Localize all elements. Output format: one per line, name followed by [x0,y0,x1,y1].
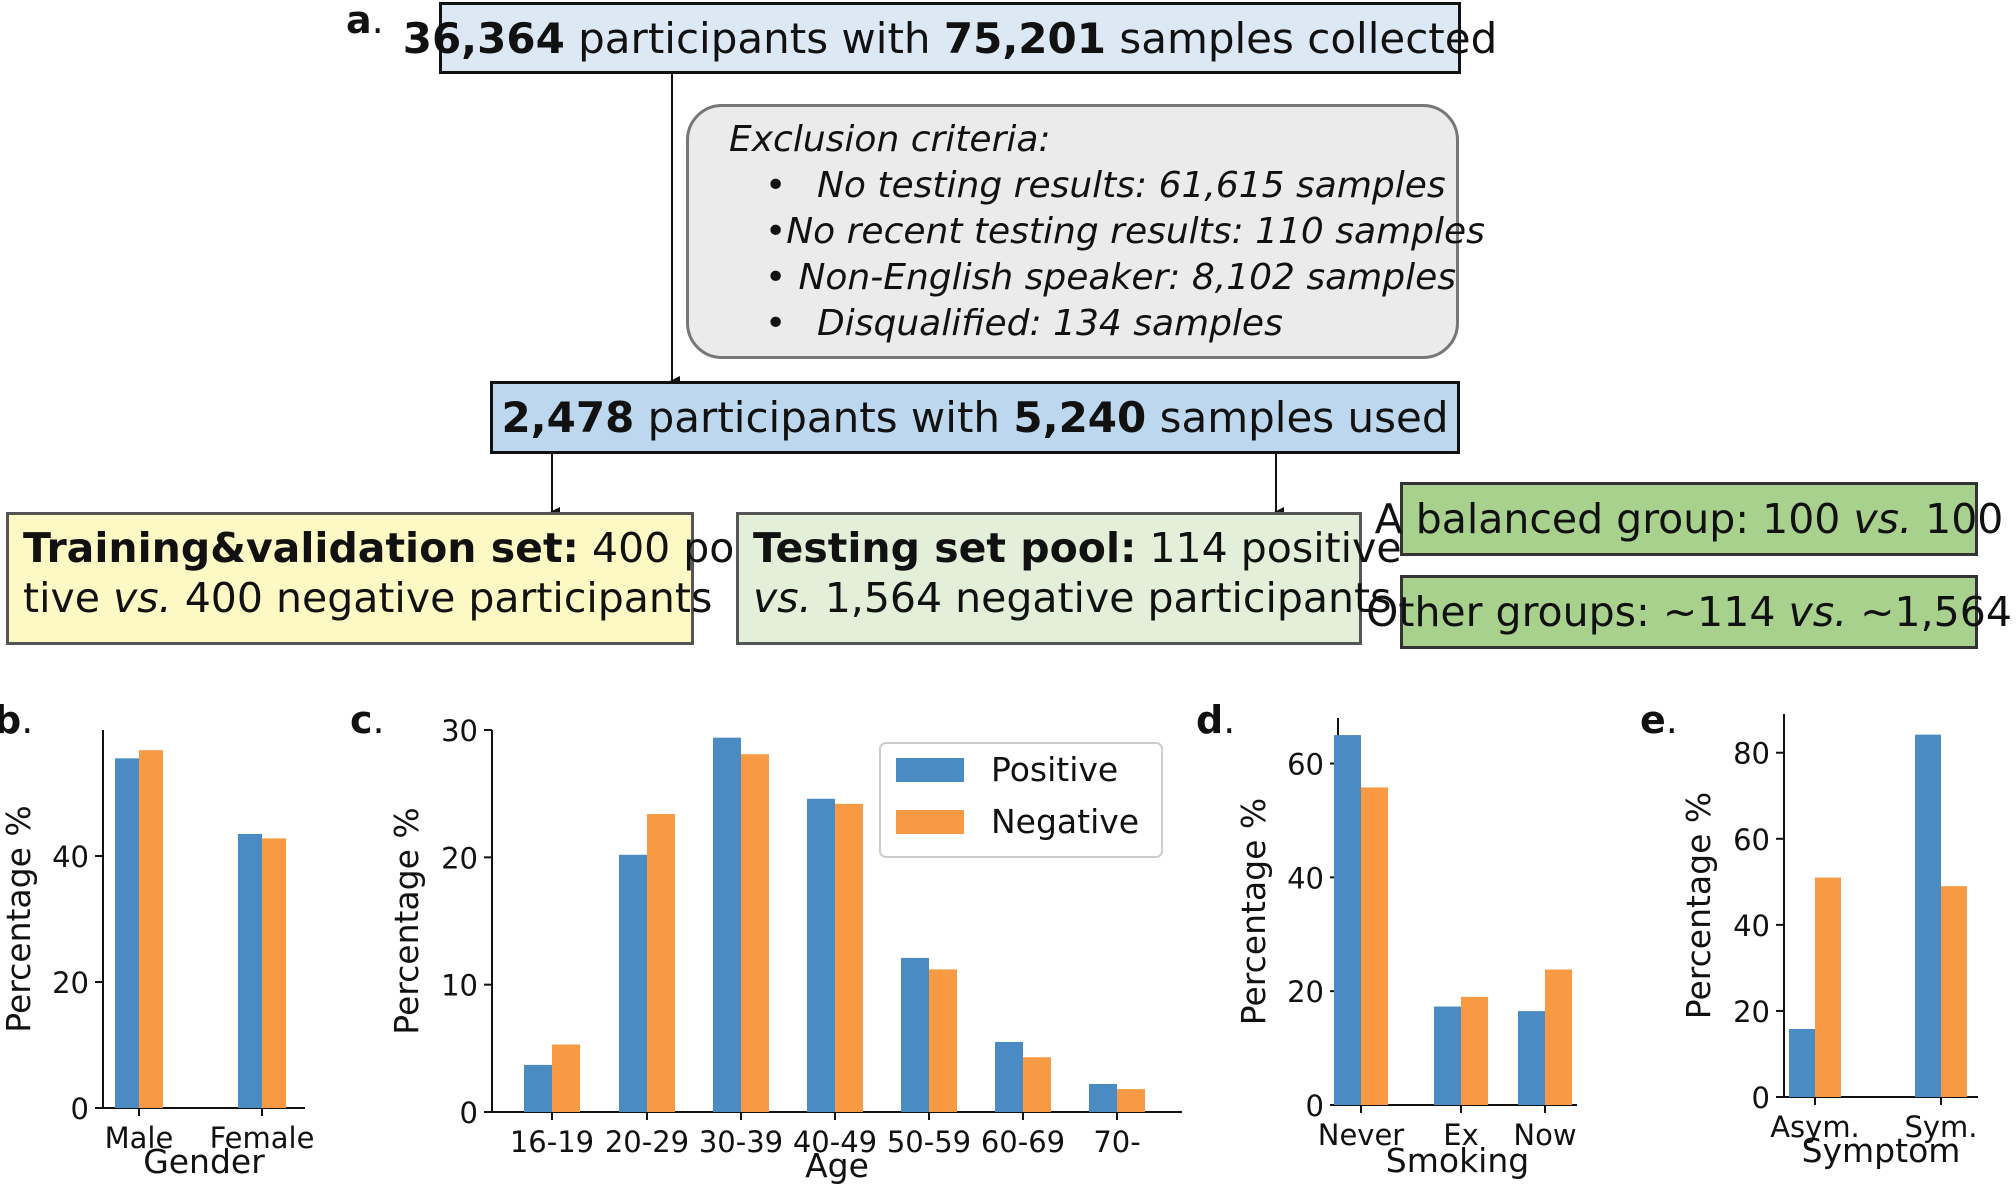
bar-negative [1117,1089,1145,1112]
bar-negative [929,969,957,1112]
y-tick-label: 40 [1733,909,1770,943]
panel-label-b: b. [0,698,34,742]
bar-positive [1915,734,1941,1097]
y-tick-label: 80 [1733,737,1770,771]
panel-label-a: a. [346,0,384,42]
y-tick-label: 40 [1287,861,1324,895]
y-axis-label: Percentage % [1679,792,1718,1020]
bar-negative [262,838,286,1108]
legend-swatch-negative [896,810,964,834]
panel-label-c: c. [350,698,385,742]
bar-positive [995,1041,1023,1112]
x-tick-label: 16-19 [510,1125,594,1159]
x-axis-label: Age [805,1146,869,1185]
exclusion-item: • No testing results: 61,615 samples [765,165,1446,206]
testing-pool-box: Testing set pool: 114 positive vs. 1,564… [736,512,1402,645]
exclusion-title: Exclusion criteria: [729,119,1051,160]
bar-negative [139,750,163,1108]
x-tick-label: Now [1513,1118,1576,1152]
x-tick-label: 60-69 [981,1125,1065,1159]
bar-negative [647,814,675,1112]
bar-positive [619,854,647,1112]
x-tick-label: Ex [1443,1118,1479,1152]
y-tick-label: 0 [71,1092,89,1126]
bar-positive [1789,1029,1815,1097]
bar-positive [713,737,741,1112]
bar-positive [1518,1011,1545,1105]
y-tick-label: 60 [1287,748,1324,782]
used-box: 2,478 participants with 5,240 samples us… [490,381,1460,454]
exclusion-item: • Disqualified: 134 samples [765,303,1283,344]
x-tick-label: 30-39 [699,1125,783,1159]
bar-positive [238,833,262,1108]
panel-label-d: d. [1196,698,1236,742]
y-tick-label: 0 [460,1096,478,1130]
bar-negative [1815,877,1841,1097]
collected-box: 36,364 participants with 75,201 samples … [403,2,1497,74]
y-axis-label: Percentage % [0,805,38,1033]
bar-negative [1361,787,1388,1105]
y-tick-label: 40 [52,840,89,874]
x-axis-label: Gender [143,1142,265,1181]
x-tick-label: 70- [1093,1125,1140,1159]
bar-negative [741,754,769,1112]
x-tick-label: 20-29 [605,1125,689,1159]
x-tick-label: 40-49 [793,1125,877,1159]
exclusion-item: • Non-English speaker: 8,102 samples [765,257,1456,298]
x-tick-label: Female [210,1121,315,1155]
x-tick-label: Sym. [1904,1110,1977,1144]
bar-negative [1461,996,1488,1105]
legend-label-positive: Positive [991,750,1118,789]
training-set-box: Training&validation set: 400 posi- tive … [6,512,782,645]
bar-positive [1089,1083,1117,1112]
bar-negative [552,1044,580,1112]
y-tick-label: 10 [441,969,478,1003]
panel-label-e: e. [1640,698,1678,742]
exclusion-criteria-box: Exclusion criteria: • No testing results:… [686,104,1485,359]
x-tick-label: Asym. [1770,1110,1860,1144]
bar-positive [901,957,929,1112]
y-tick-label: 20 [52,966,89,1000]
flow-connectors [550,74,1414,520]
y-tick-label: 20 [1733,995,1770,1029]
other-groups-box: Other groups: ~114 vs. ~1,564 [1366,575,2012,649]
y-tick-label: 0 [1306,1089,1324,1123]
bar-positive [807,798,835,1112]
legend-label-negative: Negative [991,802,1139,841]
y-tick-label: 20 [441,841,478,875]
x-tick-label: Male [105,1121,174,1155]
bar-negative [1941,886,1967,1097]
y-tick-label: 30 [441,714,478,748]
y-tick-label: 60 [1733,823,1770,857]
x-axis-label: Symptom [1802,1131,1961,1170]
bar-negative [1023,1057,1051,1112]
x-axis-label: Smoking [1386,1141,1529,1180]
y-axis-label: Percentage % [387,807,426,1035]
bar-positive [115,758,139,1108]
bar-positive [1334,735,1361,1105]
exclusion-item: • No recent testing results: 110 samples [765,211,1485,252]
bar-positive [524,1064,552,1112]
legend-swatch-positive [896,758,964,782]
y-tick-label: 20 [1287,975,1324,1009]
y-axis-label: Percentage % [1234,798,1273,1026]
x-tick-label: Never [1318,1118,1405,1152]
bar-negative [835,803,863,1112]
bar-positive [1434,1006,1461,1105]
x-tick-label: 50-59 [887,1125,971,1159]
y-tick-label: 0 [1752,1081,1770,1115]
balanced-group-box: A balanced group: 100 vs. 100 [1375,482,2003,556]
bar-negative [1545,969,1572,1105]
